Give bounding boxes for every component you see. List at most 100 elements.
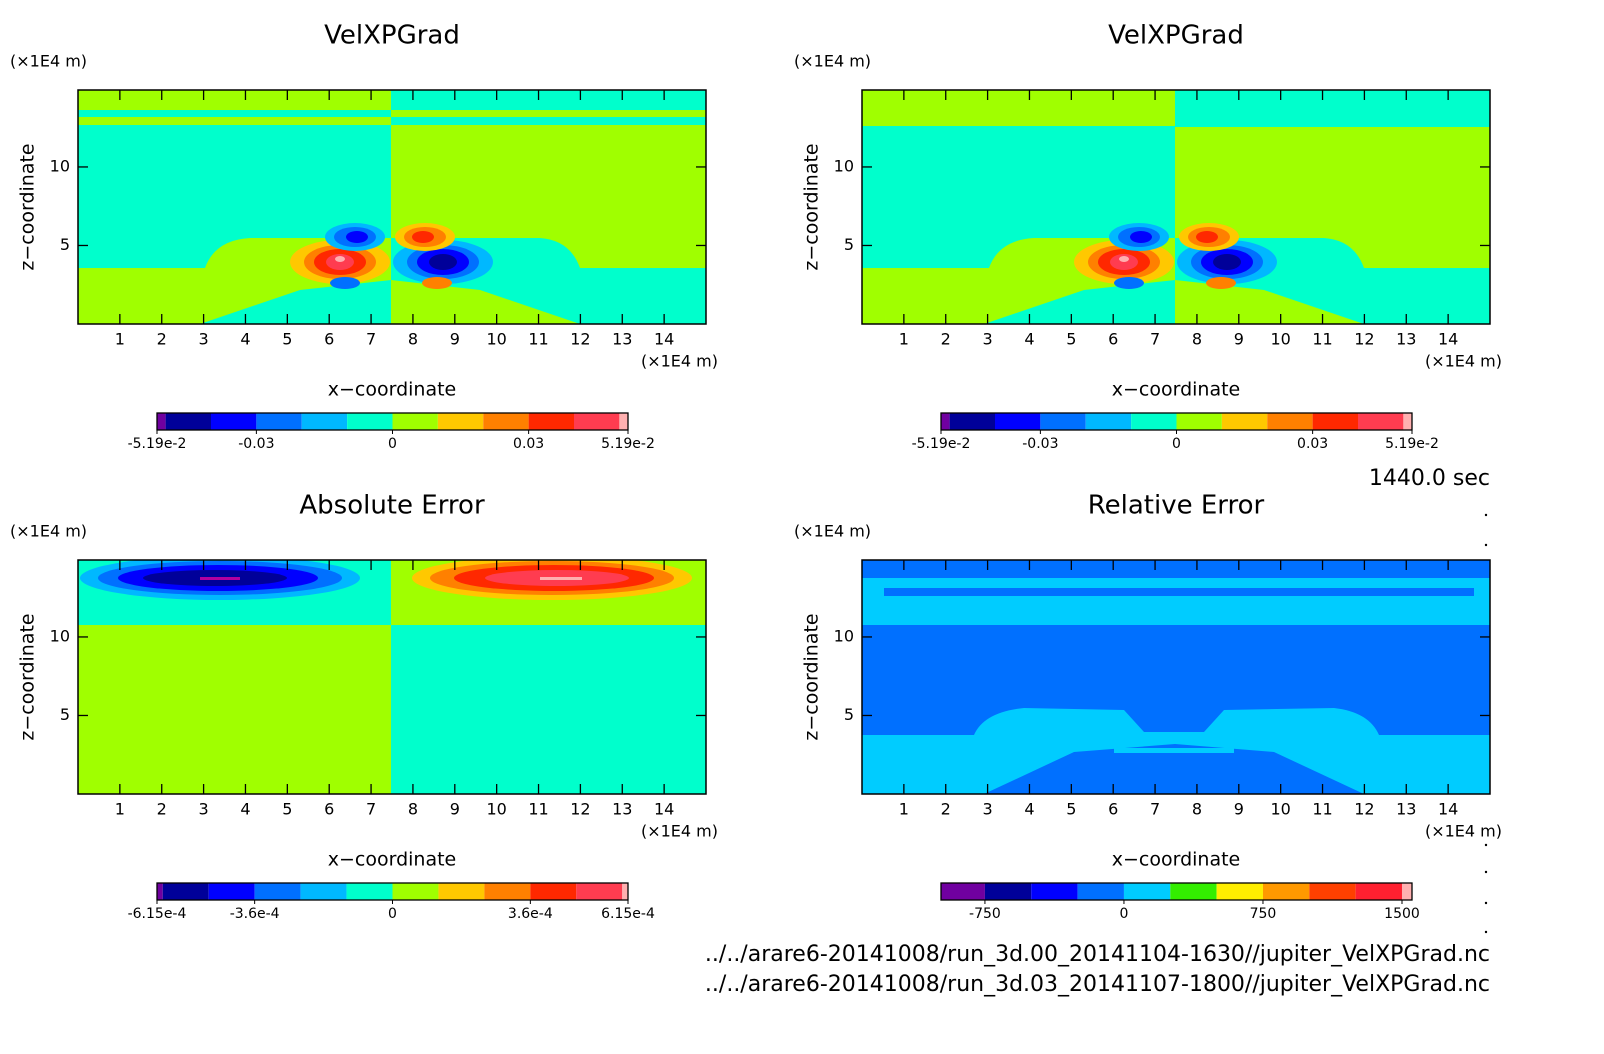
x-tick-label: 14 — [654, 330, 674, 349]
panel-title: VelXPGrad — [1108, 21, 1244, 51]
y-tick-label: 10 — [50, 156, 70, 175]
panel: Relative Error (×1E4 m) (×1E4 m) x−coordina… — [794, 491, 1502, 923]
x-tick-label: 2 — [941, 330, 951, 349]
colorbar-segment — [984, 883, 1032, 900]
x-tick-label: 6 — [1108, 330, 1118, 349]
x-tick-label: 4 — [240, 330, 250, 349]
colorbar-tick-label: 0 — [388, 906, 397, 922]
colorbar-segment — [484, 883, 531, 900]
colorbar-segment — [392, 413, 438, 430]
x-tick-label: 3 — [983, 800, 993, 819]
y-unit: (×1E4 m) — [10, 52, 87, 71]
x-tick-label: 9 — [450, 330, 460, 349]
x-tick-label: 11 — [1312, 800, 1332, 819]
x-tick-label: 7 — [366, 330, 376, 349]
colorbar-tick-label: -5.19e-2 — [128, 436, 187, 452]
colorbar-segment — [392, 883, 439, 900]
colorbar-segment — [1221, 413, 1268, 430]
y-axis-label: z−coordinate — [17, 613, 39, 740]
x-axis-label: x−coordinate — [1112, 849, 1241, 871]
x-tick-label: 1 — [115, 330, 125, 349]
panel: Absolute Error (×1E4 m) (×1E4 m) x−coordina… — [10, 491, 718, 923]
colorbar-segment — [1267, 413, 1313, 430]
x-tick-label: 6 — [324, 800, 334, 819]
colorbar-segment — [941, 413, 950, 430]
colorbar-tick-label: 6.15e-4 — [601, 906, 655, 922]
colorbar-segment — [1216, 883, 1263, 900]
contour-field — [862, 560, 1490, 794]
x-tick-label: 12 — [1354, 330, 1374, 349]
file-path: ../../arare6-20141008/run_3d.00_20141104… — [705, 942, 1490, 967]
contour-field — [78, 90, 706, 324]
colorbar-segment — [1312, 413, 1359, 430]
x-tick-label: 14 — [654, 800, 674, 819]
colorbar-segment — [254, 883, 301, 900]
x-tick-label: 1 — [115, 800, 125, 819]
y-tick-label: 10 — [834, 626, 854, 645]
x-tick-label: 5 — [1066, 800, 1076, 819]
colorbar-segment — [1170, 883, 1217, 900]
file-path: ../../arare6-20141008/run_3d.03_20141107… — [705, 972, 1490, 997]
colorbar-segment — [256, 413, 302, 430]
x-tick-label: 14 — [1438, 330, 1458, 349]
x-tick-label: 9 — [1234, 800, 1244, 819]
colorbar-segment — [157, 413, 166, 430]
x-tick-label: 6 — [324, 330, 334, 349]
panel: VelXPGrad (×1E4 m) (×1E4 m) x−coordinate z−c… — [794, 21, 1502, 453]
colorbar-tick-label: 0 — [1172, 436, 1181, 452]
x-tick-label: 8 — [1192, 330, 1202, 349]
x-tick-label: 10 — [1270, 800, 1290, 819]
colorbar-segment — [994, 413, 1041, 430]
colorbar-frame — [940, 882, 1413, 901]
colorbar-segment — [1131, 413, 1177, 430]
x-tick-label: 8 — [1192, 800, 1202, 819]
y-unit: (×1E4 m) — [10, 522, 87, 541]
x-tick-label: 1 — [899, 800, 909, 819]
x-tick-label: 4 — [1024, 800, 1034, 819]
colorbar-tick-label: 0.03 — [513, 436, 544, 452]
colorbar-segment — [1176, 413, 1222, 430]
colorbar-segment — [1123, 883, 1171, 900]
x-tick-label: 2 — [157, 330, 167, 349]
colorbar-segment — [530, 883, 577, 900]
panel-title: Relative Error — [1088, 491, 1265, 521]
contour-field — [78, 560, 706, 794]
x-tick-label: 9 — [450, 800, 460, 819]
colorbar-segment — [574, 413, 620, 430]
x-unit: (×1E4 m) — [1425, 822, 1502, 841]
colorbar-segment — [300, 883, 347, 900]
colorbar-segment — [941, 883, 985, 900]
x-tick-label: 7 — [1150, 330, 1160, 349]
colorbar-tick-label: -3.6e-4 — [230, 906, 280, 922]
x-tick-label: 12 — [570, 800, 590, 819]
colorbar-segment — [528, 413, 575, 430]
panel-title: Absolute Error — [299, 491, 485, 521]
decor-dots — [1484, 513, 1488, 934]
x-tick-label: 5 — [1066, 330, 1076, 349]
colorbar-segment — [1262, 883, 1310, 900]
plot-frame — [861, 559, 1491, 795]
colorbar-tick-label: 5.19e-2 — [601, 436, 655, 452]
x-tick-label: 2 — [941, 800, 951, 819]
colorbar-segment — [162, 883, 209, 900]
panel: VelXPGrad (×1E4 m) (×1E4 m) x−coordinate z−c… — [10, 21, 718, 453]
x-tick-label: 3 — [983, 330, 993, 349]
colorbar-segment — [210, 413, 257, 430]
y-unit: (×1E4 m) — [794, 52, 871, 71]
x-tick-label: 10 — [486, 800, 506, 819]
colorbar-segment — [1040, 413, 1086, 430]
x-tick-label: 13 — [1396, 330, 1416, 349]
x-tick-label: 13 — [612, 800, 632, 819]
x-unit: (×1E4 m) — [641, 822, 718, 841]
x-tick-label: 5 — [282, 800, 292, 819]
x-tick-label: 7 — [366, 800, 376, 819]
plot-frame — [861, 89, 1491, 325]
x-tick-label: 4 — [240, 800, 250, 819]
colorbar-segment — [1031, 883, 1078, 900]
y-tick-label: 5 — [844, 705, 854, 724]
colorbar-tick-label: 0 — [1119, 906, 1128, 922]
colorbar-segment — [346, 883, 393, 900]
colorbar-segment — [347, 413, 393, 430]
colorbar-segment — [1355, 883, 1402, 900]
